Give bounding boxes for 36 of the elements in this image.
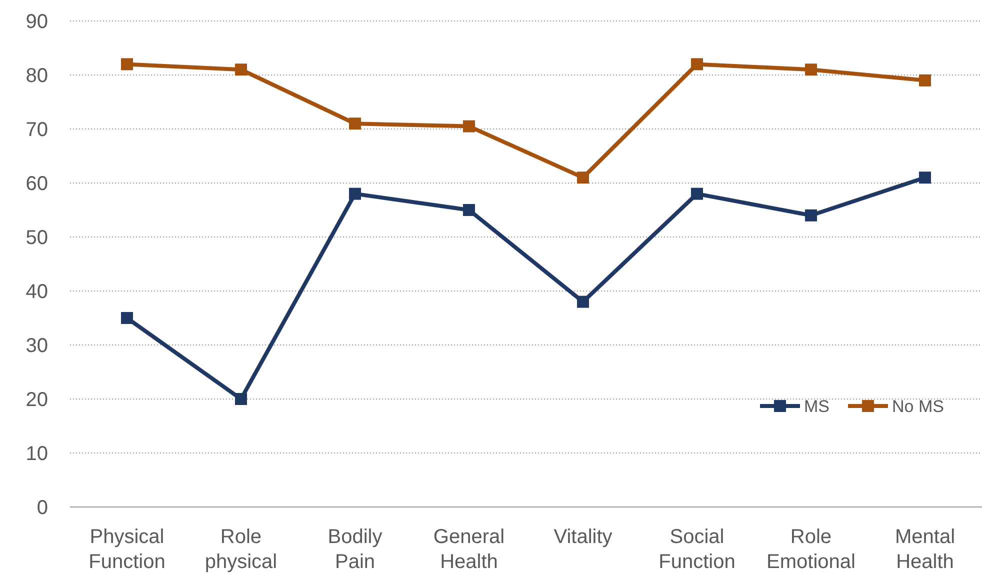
x-tick-label: Role physical — [204, 526, 278, 573]
x-tick-label: Social Function — [658, 526, 736, 573]
point — [349, 188, 361, 200]
x-tick-label: Physical Function — [88, 526, 166, 573]
point — [805, 64, 817, 76]
legend-label: No MS — [892, 396, 944, 416]
y-tick-label: 70 — [26, 119, 48, 141]
point — [691, 58, 703, 70]
point — [349, 118, 361, 130]
x-tick-label: Vitality — [554, 526, 612, 548]
point — [235, 393, 247, 405]
legend-label: MS — [804, 396, 830, 416]
point — [235, 64, 247, 76]
x-tick-label: Role Emotional — [766, 526, 856, 573]
point — [577, 172, 589, 184]
y-tick-label: 0 — [36, 497, 48, 519]
y-tick-label: 20 — [26, 389, 48, 411]
x-tick-label: Mental Health — [894, 526, 956, 573]
point — [577, 296, 589, 308]
point — [121, 312, 133, 324]
y-tick-label: 90 — [26, 11, 48, 33]
x-tick-label: Bodily Pain — [328, 526, 382, 573]
y-tick-label: 80 — [26, 65, 48, 87]
x-tick-label: General Health — [433, 526, 505, 573]
y-tick-label: 60 — [26, 173, 48, 195]
y-tick-label: 10 — [26, 443, 48, 465]
point — [919, 74, 931, 86]
point — [121, 58, 133, 70]
point — [691, 188, 703, 200]
point — [805, 209, 817, 222]
y-tick-label: 50 — [26, 227, 48, 249]
y-tick-label: 30 — [26, 335, 48, 357]
point — [463, 120, 475, 132]
point — [463, 204, 475, 216]
point — [919, 172, 931, 184]
y-tick-label: 40 — [26, 281, 48, 303]
